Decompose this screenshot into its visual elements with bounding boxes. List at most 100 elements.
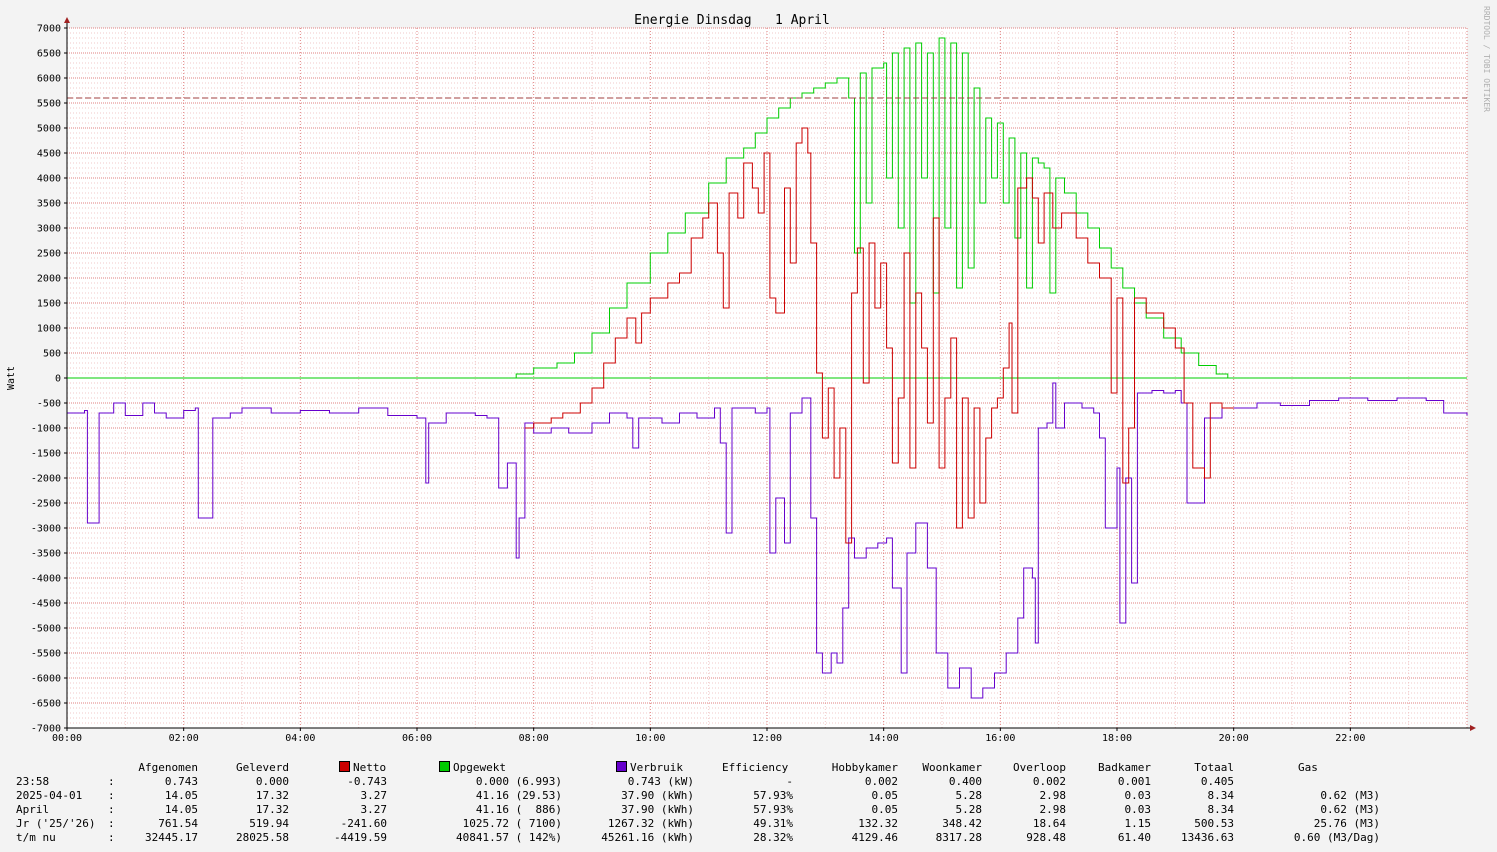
y-tick-label: -2000 xyxy=(31,474,61,485)
header-efficiency: Efficiency xyxy=(722,761,789,774)
y-tick-label: 1000 xyxy=(37,324,61,335)
summary-table: Afgenomen Geleverd Netto Opgewekt Verbruik Ef… xyxy=(0,760,1497,852)
legend-netto: Netto xyxy=(339,761,386,775)
x-tick-label: 18:00 xyxy=(1102,733,1132,744)
cell-overloop: 928.48 xyxy=(1026,831,1066,844)
cell-gas: 0.62 (M3) xyxy=(1320,789,1380,802)
cell-totaal: 8.34 xyxy=(1207,789,1235,802)
header-netto: Netto xyxy=(353,761,387,774)
y-tick-label: -2500 xyxy=(31,499,61,510)
cell-netto: -0.743 xyxy=(347,775,387,788)
cell-hobbykamer: 0.002 xyxy=(864,775,898,788)
cell-hobbykamer: 132.32 xyxy=(858,817,898,830)
cell-afgenomen: 761.54 xyxy=(158,817,198,830)
y-tick-label: -1000 xyxy=(31,424,61,435)
header-gas: Gas xyxy=(1298,761,1318,774)
series-verbruik xyxy=(67,382,1468,699)
y-tick-label: 2000 xyxy=(37,274,61,285)
x-tick-label: 06:00 xyxy=(402,733,432,744)
row-separator: : xyxy=(108,775,115,788)
cell-verbruik: 37.90 (kWh) xyxy=(621,789,694,802)
y-axis-label: Watt xyxy=(6,366,17,390)
header-hobbykamer: Hobbykamer xyxy=(831,761,898,774)
y-tick-label: 6500 xyxy=(37,49,61,60)
cell-efficiency: 49.31% xyxy=(753,817,793,830)
row-label: 2025-04-01 xyxy=(16,789,83,802)
cell-woonkamer: 8317.28 xyxy=(935,831,982,844)
x-tick-label: 02:00 xyxy=(169,733,199,744)
y-tick-label: -4000 xyxy=(31,574,61,585)
row-separator: : xyxy=(108,831,115,844)
cell-opgewekt: 41.16 (29.53) xyxy=(475,789,562,802)
cell-efficiency: 57.93% xyxy=(753,789,793,802)
cell-totaal: 13436.63 xyxy=(1181,831,1234,844)
header-geleverd: Geleverd xyxy=(236,761,289,774)
cell-overloop: 18.64 xyxy=(1032,817,1066,830)
cell-gas: 0.60 (M3/Dag) xyxy=(1293,831,1380,844)
y-tick-label: 5000 xyxy=(37,124,61,135)
legend-swatch-opgewekt xyxy=(439,761,450,772)
y-tick-label: 6000 xyxy=(37,74,61,85)
chart-title: Energie Dinsdag 1 April xyxy=(634,13,830,28)
cell-geleverd: 519.94 xyxy=(249,817,289,830)
cell-netto: -4419.59 xyxy=(334,831,387,844)
x-tick-label: 12:00 xyxy=(752,733,782,744)
x-tick-label: 20:00 xyxy=(1219,733,1249,744)
y-tick-label: 2500 xyxy=(37,249,61,260)
cell-hobbykamer: 0.05 xyxy=(871,803,899,816)
header-overloop: Overloop xyxy=(1013,761,1066,774)
cell-afgenomen: 14.05 xyxy=(164,803,198,816)
row-separator: : xyxy=(108,789,115,802)
cell-geleverd: 0.000 xyxy=(255,775,289,788)
cell-netto: 3.27 xyxy=(360,803,388,816)
cell-badkamer: 0.03 xyxy=(1124,789,1152,802)
header-verbruik: Verbruik xyxy=(630,761,683,774)
x-tick-label: 00:00 xyxy=(52,733,82,744)
cell-opgewekt: 0.000 (6.993) xyxy=(475,775,562,788)
cell-overloop: 2.98 xyxy=(1039,803,1067,816)
y-tick-label: 0 xyxy=(55,374,61,385)
x-tick-label: 22:00 xyxy=(1335,733,1365,744)
cell-opgewekt: 41.16 ( 886) xyxy=(475,803,562,816)
cell-woonkamer: 0.400 xyxy=(948,775,982,788)
y-tick-label: -5000 xyxy=(31,624,61,635)
row-separator: : xyxy=(108,817,115,830)
x-tick-label: 08:00 xyxy=(519,733,549,744)
cell-opgewekt: 1025.72 ( 7100) xyxy=(462,817,562,830)
legend-verbruik: Verbruik xyxy=(616,761,683,775)
cell-woonkamer: 5.28 xyxy=(955,803,983,816)
y-tick-label: 4000 xyxy=(37,174,61,185)
cell-verbruik: 0.743 (kW) xyxy=(627,775,694,788)
cell-hobbykamer: 0.05 xyxy=(871,789,899,802)
x-tick-label: 04:00 xyxy=(285,733,315,744)
y-tick-label: -3000 xyxy=(31,524,61,535)
cell-totaal: 500.53 xyxy=(1194,817,1234,830)
cell-verbruik: 45261.16 (kWh) xyxy=(601,831,694,844)
cell-hobbykamer: 4129.46 xyxy=(851,831,898,844)
row-label: Jr ('25/'26) xyxy=(16,817,96,830)
y-tick-label: -3500 xyxy=(31,549,61,560)
cell-totaal: 0.405 xyxy=(1200,775,1234,788)
series-opgewekt xyxy=(504,37,1229,379)
x-tick-label: 16:00 xyxy=(985,733,1015,744)
rrdtool-watermark: RRDTOOL / TOBI OETIKER xyxy=(1482,6,1491,112)
row-separator: : xyxy=(108,803,115,816)
cell-afgenomen: 14.05 xyxy=(164,789,198,802)
y-tick-label: -1500 xyxy=(31,449,61,460)
cell-afgenomen: 0.743 xyxy=(164,775,198,788)
cell-badkamer: 1.15 xyxy=(1124,817,1152,830)
energy-chart: 7000650060005500500045004000350030002500… xyxy=(6,6,1491,744)
row-label: 23:58 xyxy=(16,775,50,788)
y-tick-label: 7000 xyxy=(37,24,61,35)
cell-verbruik: 37.90 (kWh) xyxy=(621,803,694,816)
cell-efficiency: - xyxy=(786,775,793,788)
row-label: April xyxy=(16,803,50,816)
y-tick-label: 3500 xyxy=(37,199,61,210)
cell-woonkamer: 5.28 xyxy=(955,789,983,802)
cell-totaal: 8.34 xyxy=(1207,803,1235,816)
legend-swatch-netto xyxy=(339,761,350,772)
cell-geleverd: 17.32 xyxy=(255,803,289,816)
y-tick-label: -4500 xyxy=(31,599,61,610)
cell-overloop: 0.002 xyxy=(1032,775,1066,788)
